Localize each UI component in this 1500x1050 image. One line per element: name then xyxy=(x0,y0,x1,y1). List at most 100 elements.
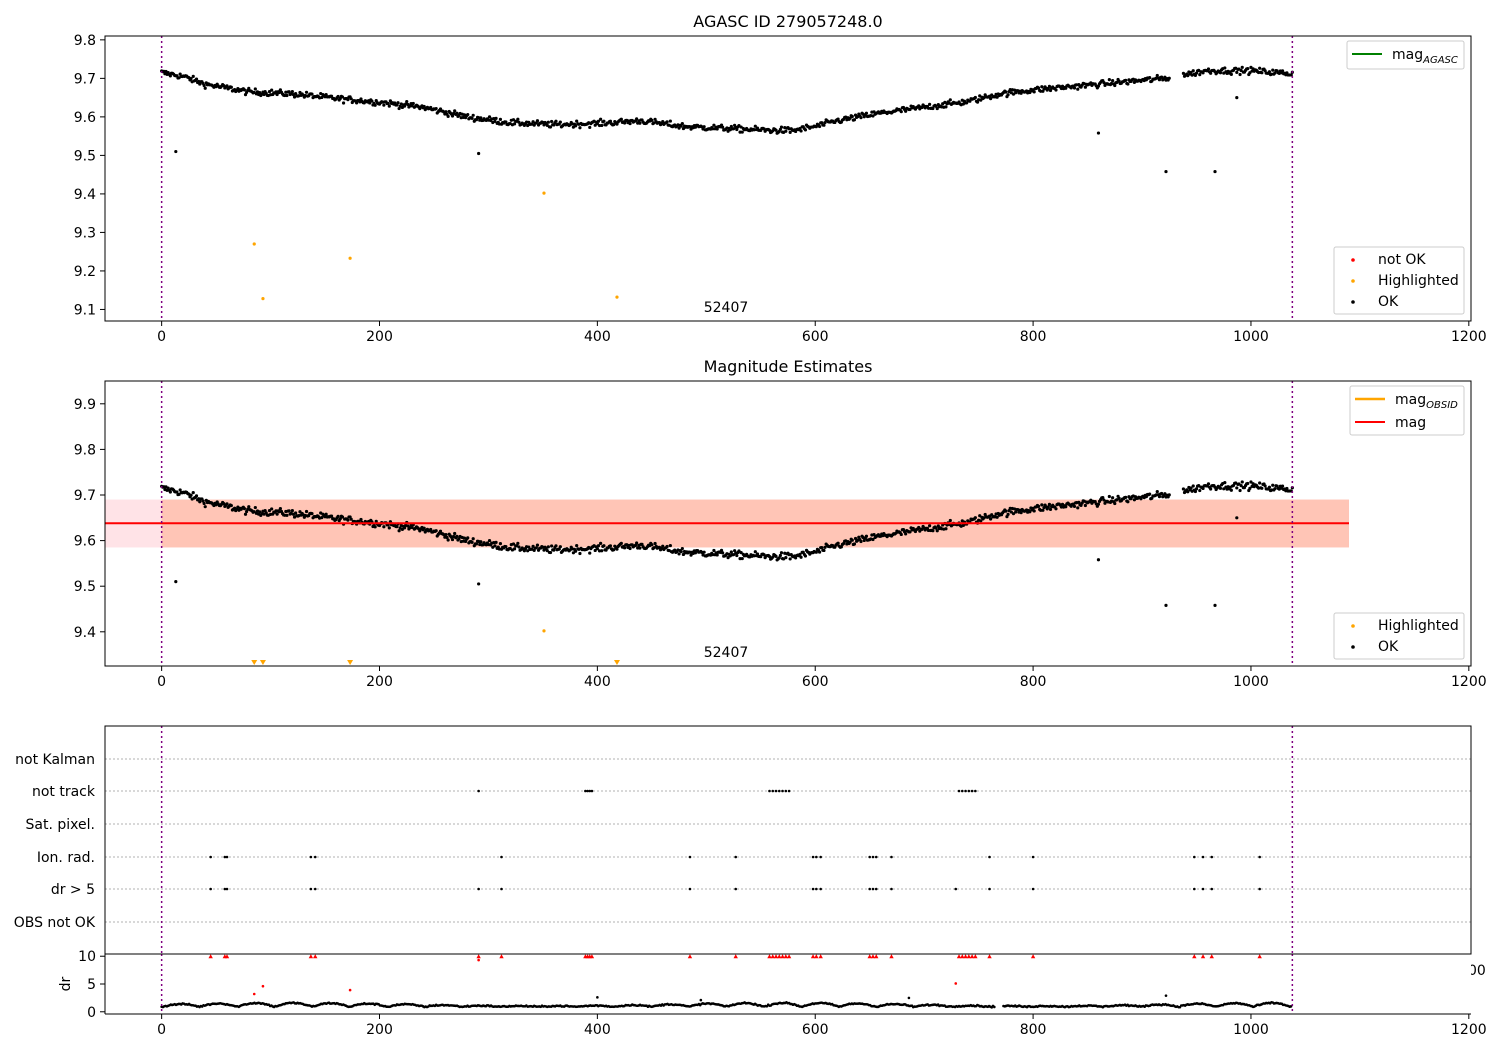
ok-point xyxy=(287,90,291,94)
x-tick-label: 600 xyxy=(802,674,829,690)
dr-capped-marker xyxy=(476,954,481,959)
flag-point xyxy=(586,789,589,793)
dr-capped-marker xyxy=(770,954,775,959)
x-tick-label: 200 xyxy=(366,329,393,345)
ok-point xyxy=(202,501,206,506)
ok-point xyxy=(382,103,386,107)
ok-point xyxy=(931,106,935,111)
x-tick-label: 400 xyxy=(584,674,611,690)
ok-point xyxy=(324,512,328,516)
ok-point xyxy=(623,121,627,125)
dr-capped-marker xyxy=(780,954,785,959)
flag-point xyxy=(815,887,818,891)
panel-agasc-annotation: 52407 xyxy=(704,300,749,316)
flag-point xyxy=(1031,855,1035,859)
legend-estimates-mag-label: mag xyxy=(1395,415,1426,431)
x-tick-label: 600 xyxy=(802,1022,829,1038)
flag-point xyxy=(967,789,971,793)
dr-capped-marker xyxy=(987,954,992,959)
ok-point xyxy=(1076,87,1080,91)
ok-point xyxy=(677,126,681,130)
ok-point xyxy=(1064,505,1068,509)
ok-point xyxy=(1126,82,1130,86)
ok-point xyxy=(595,122,599,126)
flag-point xyxy=(768,789,771,793)
ok-point xyxy=(548,550,553,555)
ok-point xyxy=(935,106,939,111)
ok-point xyxy=(634,117,639,121)
ok-point xyxy=(1041,508,1045,512)
x-tick-label: 800 xyxy=(1020,1022,1047,1038)
ok-point xyxy=(573,549,578,553)
ok-point xyxy=(726,556,730,560)
highlighted-point xyxy=(615,295,619,299)
ok-point xyxy=(638,121,642,125)
ok-point xyxy=(504,544,508,549)
ok-point xyxy=(1028,510,1032,514)
x-tick-label: 1000 xyxy=(1233,674,1269,690)
highlighted-point xyxy=(252,242,256,246)
ok-point xyxy=(1213,603,1217,607)
ok-point xyxy=(388,99,393,103)
dr-capped-marker xyxy=(966,954,972,959)
ok-point xyxy=(1032,509,1036,513)
ok-point xyxy=(822,123,826,127)
ok-point xyxy=(753,550,757,554)
ok-point xyxy=(871,537,875,542)
ok-point xyxy=(1157,494,1162,499)
ok-point xyxy=(608,119,613,123)
flag-point xyxy=(313,855,317,859)
ok-point xyxy=(1248,486,1252,490)
dr-capped-marker xyxy=(889,954,894,959)
ok-point xyxy=(798,126,802,131)
ok-point xyxy=(429,527,433,532)
ok-point xyxy=(1160,75,1164,79)
ok-point xyxy=(823,120,827,125)
ok-point xyxy=(336,94,340,99)
ok-point xyxy=(1048,507,1053,512)
ok-point xyxy=(1047,84,1052,88)
flag-point xyxy=(688,887,692,891)
ok-point xyxy=(1213,169,1217,174)
highlighted-below-marker xyxy=(347,660,354,665)
ok-point xyxy=(852,542,857,546)
ok-point xyxy=(588,125,592,130)
flag-point xyxy=(970,789,974,793)
ok-point xyxy=(349,517,353,521)
svg-text:magOBSID: magOBSID xyxy=(1395,392,1458,411)
legend-agasc-notok-marker xyxy=(1351,258,1355,262)
legend-estimates-lines: magOBSID mag xyxy=(1349,385,1465,436)
dr-excess-point xyxy=(477,958,480,962)
ok-point xyxy=(712,548,716,553)
ok-point xyxy=(1237,482,1241,486)
ok-point xyxy=(455,111,459,115)
dr-capped-marker xyxy=(224,954,230,959)
ok-point xyxy=(596,119,601,123)
ok-point xyxy=(640,542,644,546)
ok-point xyxy=(899,110,903,114)
ok-point xyxy=(346,518,350,522)
ok-point xyxy=(1004,90,1008,94)
ok-point xyxy=(850,538,854,542)
y-tick-label: 9.3 xyxy=(74,225,96,241)
ok-point xyxy=(661,119,665,124)
ok-point xyxy=(1267,485,1272,489)
ok-point xyxy=(546,120,550,124)
dr-capped-marker xyxy=(1192,954,1197,959)
ok-point xyxy=(634,541,639,545)
ok-point xyxy=(1246,67,1250,71)
ok-point xyxy=(908,107,912,112)
ok-point xyxy=(450,114,455,118)
ok-point xyxy=(595,547,599,551)
flag-point xyxy=(223,855,227,859)
ok-point xyxy=(1263,69,1267,73)
ok-point xyxy=(715,553,719,557)
ok-point xyxy=(1076,506,1080,510)
ok-point xyxy=(1198,73,1202,77)
ok-point xyxy=(1167,493,1171,497)
ok-point xyxy=(767,554,772,559)
ok-point xyxy=(628,121,632,126)
ok-point xyxy=(517,545,521,549)
ok-point xyxy=(1164,603,1168,607)
ok-point xyxy=(968,99,972,103)
